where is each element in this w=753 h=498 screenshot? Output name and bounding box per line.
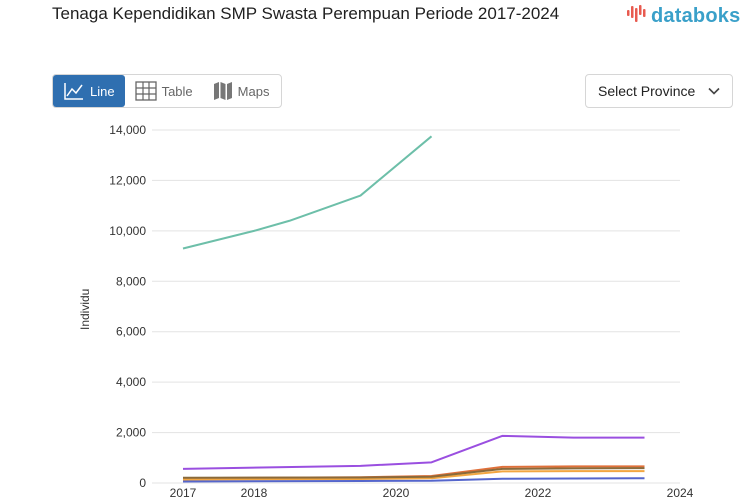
tab-table-label: Table — [161, 83, 193, 99]
y-tick-label: 2,000 — [116, 426, 146, 440]
y-tick-label: 6,000 — [116, 325, 146, 339]
y-tick-label: 10,000 — [109, 224, 146, 238]
grid-lines — [152, 129, 680, 484]
line-chart-icon — [64, 83, 83, 100]
series-lines — [182, 135, 645, 483]
tab-maps[interactable]: Maps — [203, 75, 280, 107]
y-tick-label: 4,000 — [116, 375, 146, 389]
series-line[interactable] — [182, 135, 433, 250]
province-select-value: Select Province — [598, 83, 696, 99]
databoks-logo[interactable]: databoks — [626, 3, 740, 29]
logo-text: databoks — [651, 4, 741, 27]
y-tick-label: 0 — [139, 476, 146, 490]
series-line[interactable] — [182, 467, 645, 479]
databoks-logo-icon — [627, 5, 646, 22]
x-tick-label: 2018 — [241, 486, 268, 498]
tab-line-label: Line — [90, 83, 115, 99]
table-icon — [134, 81, 157, 101]
series-line[interactable] — [182, 477, 645, 483]
chart-title: Tenaga Kependidikan SMP Swasta Perempuan… — [52, 4, 560, 23]
tab-line[interactable]: Line — [53, 75, 125, 107]
tab-table[interactable]: Table — [125, 75, 203, 107]
x-tick-label: 2020 — [383, 486, 410, 498]
x-tick-label: 2024 — [667, 486, 694, 498]
chevron-down-icon — [708, 87, 720, 95]
map-icon — [213, 82, 232, 100]
y-tick-label: 12,000 — [109, 173, 146, 187]
x-tick-label: 2017 — [170, 486, 197, 498]
y-axis-label: Individu — [78, 288, 92, 330]
view-tabs: Line Table Maps — [52, 74, 282, 108]
tab-maps-label: Maps — [237, 83, 270, 99]
x-axis: 2017 2018 2020 2022 2024 — [170, 486, 694, 498]
province-select[interactable]: Select Province — [585, 74, 733, 108]
series-line[interactable] — [182, 470, 645, 481]
y-tick-label: 14,000 — [109, 123, 146, 137]
y-axis: 0 2,000 4,000 6,000 8,000 10,000 12,000 14,000 — [109, 123, 146, 490]
x-tick-label: 2022 — [525, 486, 552, 498]
series-line[interactable] — [182, 434, 645, 470]
y-tick-label: 8,000 — [116, 274, 146, 288]
